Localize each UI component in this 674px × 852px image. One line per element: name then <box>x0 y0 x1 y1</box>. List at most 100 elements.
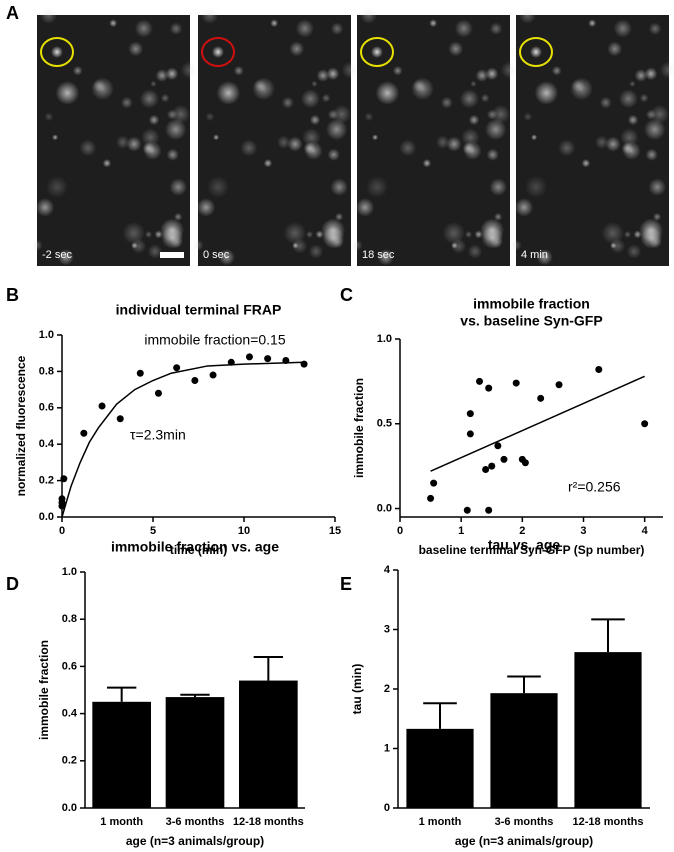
data-point <box>300 360 308 368</box>
data-point <box>537 394 545 402</box>
data-point <box>98 402 106 410</box>
image-spot <box>514 198 534 217</box>
image-spot <box>465 230 473 238</box>
data-point <box>427 494 435 502</box>
image-spot <box>613 19 632 38</box>
image-spot <box>311 80 318 87</box>
bar <box>92 701 151 808</box>
data-point <box>80 429 88 437</box>
data-point <box>476 377 484 385</box>
roi-circle <box>360 37 394 67</box>
annotation: τ=2.3min <box>130 427 186 443</box>
image-spot <box>263 158 273 168</box>
data-point <box>116 415 124 423</box>
panel-label: C <box>340 285 353 305</box>
y-tick-label: 2 <box>384 683 390 695</box>
bar <box>574 652 642 808</box>
frame-label: -2 sec <box>42 249 72 261</box>
image-spot <box>212 46 224 58</box>
image-spot <box>620 128 639 147</box>
data-point <box>512 379 520 387</box>
image-spot <box>308 244 324 259</box>
image-spot <box>206 175 230 199</box>
image-spot <box>644 67 658 81</box>
image-spot <box>440 96 453 109</box>
image-spot <box>446 136 462 152</box>
x-tick-label: 10 <box>238 525 250 537</box>
bar <box>239 680 298 808</box>
image-spot <box>377 249 394 266</box>
image-spot <box>643 118 666 141</box>
image-spot <box>145 230 153 238</box>
data-point <box>191 377 199 384</box>
image-spot <box>634 69 648 82</box>
data-point <box>521 459 529 467</box>
image-spot <box>523 112 533 122</box>
data-point <box>154 389 162 397</box>
image-spot <box>281 96 294 109</box>
data-point <box>264 355 272 363</box>
image-spot <box>52 134 59 141</box>
image-spot <box>79 139 97 157</box>
data-point <box>466 430 474 438</box>
image-spot <box>283 221 307 245</box>
image-spot <box>165 67 179 81</box>
image-spot <box>309 114 321 126</box>
image-spot <box>166 109 178 120</box>
image-spot <box>534 81 559 105</box>
image-spot <box>321 93 331 103</box>
image-spot <box>213 134 220 141</box>
y-tick-label: 1 <box>384 742 390 754</box>
fit-line <box>430 375 645 472</box>
y-tick-label: 0 <box>384 802 390 814</box>
image-spot <box>659 61 674 79</box>
data-point <box>245 353 253 361</box>
image-spot <box>160 218 185 243</box>
image-spot <box>618 89 638 109</box>
image-spot <box>486 148 499 161</box>
image-spot <box>327 148 340 161</box>
image-spot <box>588 19 597 28</box>
image-spot <box>287 136 303 152</box>
data-point <box>500 455 508 463</box>
image-spot <box>355 198 375 217</box>
annotation: r²=0.256 <box>568 479 621 495</box>
error-bar <box>180 693 210 698</box>
data-point <box>282 356 290 364</box>
image-spot <box>276 135 291 149</box>
panel-label: A <box>6 3 19 23</box>
scale-bar <box>160 252 184 258</box>
image-spot <box>530 46 542 58</box>
image-spot <box>335 212 344 221</box>
data-point <box>463 506 471 514</box>
image-spot <box>639 218 664 243</box>
image-spot <box>480 93 490 103</box>
image-spot <box>302 128 321 147</box>
x-tick-label: 12-18 months <box>233 816 304 828</box>
chart-title: immobile fraction vs. age <box>111 539 279 555</box>
image-spot <box>128 41 144 57</box>
image-spot <box>519 6 537 24</box>
image-spot <box>626 244 642 259</box>
x-tick-label: 3-6 months <box>166 816 225 828</box>
data-point <box>595 366 603 374</box>
data-point <box>488 462 496 470</box>
image-spot <box>160 93 170 103</box>
image-spot <box>375 81 400 105</box>
panel-label: E <box>340 574 352 594</box>
image-spot <box>325 118 348 141</box>
image-spot <box>148 114 160 126</box>
image-spot <box>442 221 466 245</box>
data-point <box>209 371 217 379</box>
x-tick-label: 5 <box>150 525 156 537</box>
image-spot <box>295 19 314 38</box>
x-tick-label: 4 <box>642 525 649 537</box>
image-spot <box>341 61 360 79</box>
image-spot <box>536 249 553 266</box>
image-spot <box>316 69 330 82</box>
x-tick-label: 1 month <box>100 816 143 828</box>
image-spot <box>201 6 219 24</box>
image-spot <box>607 41 623 57</box>
image-spot <box>240 139 258 157</box>
